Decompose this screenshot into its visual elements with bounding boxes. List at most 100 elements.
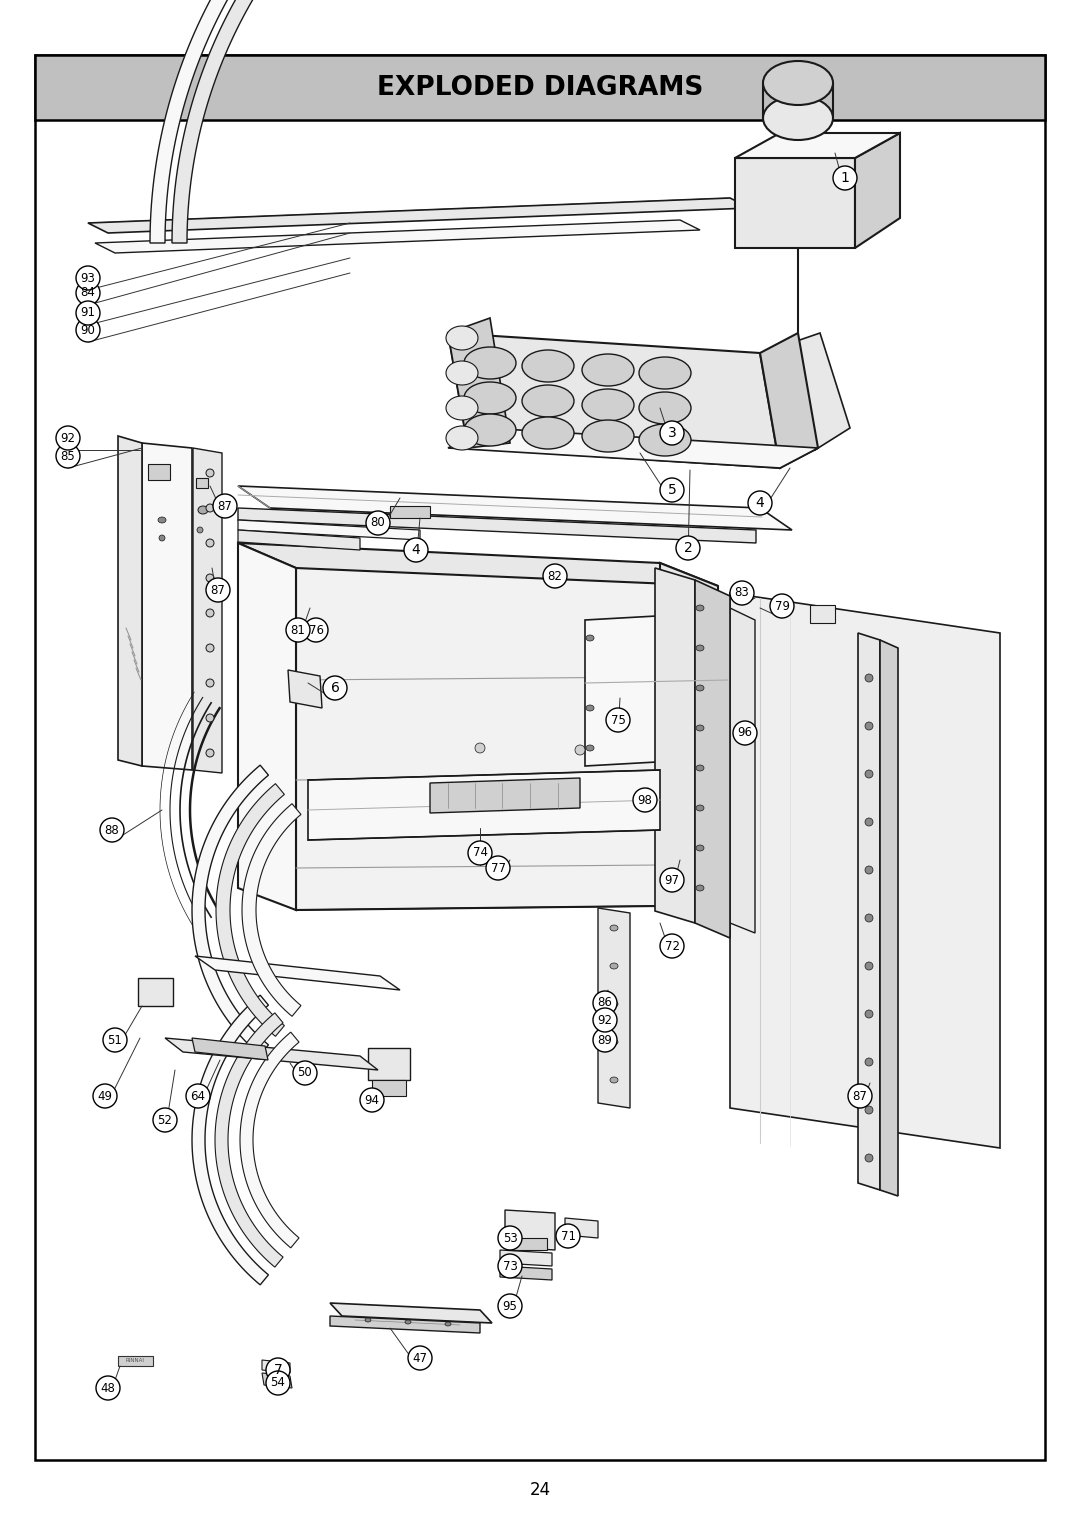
Text: 2: 2: [684, 541, 692, 555]
Ellipse shape: [762, 61, 833, 105]
Ellipse shape: [865, 817, 873, 827]
Circle shape: [76, 301, 100, 325]
Polygon shape: [296, 562, 660, 911]
Text: 83: 83: [734, 587, 750, 599]
Text: 75: 75: [610, 714, 625, 726]
Text: 96: 96: [738, 726, 753, 740]
Circle shape: [606, 707, 630, 732]
Text: 86: 86: [597, 996, 612, 1010]
Text: 51: 51: [108, 1033, 122, 1047]
Polygon shape: [762, 333, 850, 451]
Circle shape: [206, 578, 230, 602]
Polygon shape: [192, 766, 269, 1054]
Circle shape: [408, 1346, 432, 1371]
Ellipse shape: [865, 723, 873, 730]
Circle shape: [770, 594, 794, 617]
Ellipse shape: [159, 535, 165, 541]
Circle shape: [56, 445, 80, 468]
Text: 52: 52: [158, 1114, 173, 1126]
Text: 92: 92: [60, 431, 76, 445]
Polygon shape: [262, 1374, 292, 1387]
Polygon shape: [565, 1218, 598, 1238]
Ellipse shape: [475, 743, 485, 753]
Circle shape: [498, 1254, 522, 1277]
Polygon shape: [141, 443, 192, 770]
Ellipse shape: [206, 575, 214, 582]
Ellipse shape: [610, 963, 618, 969]
FancyBboxPatch shape: [35, 55, 1045, 121]
Circle shape: [303, 617, 328, 642]
Polygon shape: [95, 220, 700, 254]
Ellipse shape: [762, 96, 833, 141]
Circle shape: [660, 422, 684, 445]
Text: 3: 3: [667, 426, 676, 440]
Ellipse shape: [206, 469, 214, 477]
Polygon shape: [150, 0, 348, 243]
Polygon shape: [288, 669, 322, 707]
Polygon shape: [330, 1316, 480, 1332]
Ellipse shape: [865, 866, 873, 874]
Ellipse shape: [446, 426, 478, 451]
Ellipse shape: [865, 674, 873, 681]
Circle shape: [76, 318, 100, 342]
Circle shape: [56, 426, 80, 451]
Circle shape: [848, 1083, 872, 1108]
Text: 50: 50: [298, 1067, 312, 1079]
Polygon shape: [448, 428, 818, 468]
Polygon shape: [735, 157, 855, 248]
Ellipse shape: [446, 361, 478, 385]
Ellipse shape: [865, 770, 873, 778]
Ellipse shape: [522, 350, 573, 382]
Text: 49: 49: [97, 1089, 112, 1103]
Text: 94: 94: [365, 1094, 379, 1106]
Ellipse shape: [575, 746, 585, 755]
Ellipse shape: [865, 963, 873, 970]
Text: 72: 72: [664, 940, 679, 952]
Ellipse shape: [464, 414, 516, 446]
FancyBboxPatch shape: [118, 1355, 153, 1366]
Ellipse shape: [158, 516, 166, 523]
Polygon shape: [240, 1031, 299, 1248]
Text: 82: 82: [548, 570, 563, 582]
FancyBboxPatch shape: [195, 478, 208, 487]
Text: 79: 79: [774, 599, 789, 613]
Ellipse shape: [696, 766, 704, 772]
Ellipse shape: [610, 1001, 618, 1007]
Polygon shape: [585, 613, 728, 766]
Text: 1: 1: [840, 171, 850, 185]
Circle shape: [748, 490, 772, 515]
Ellipse shape: [582, 390, 634, 422]
Ellipse shape: [610, 924, 618, 931]
Polygon shape: [430, 778, 580, 813]
Circle shape: [498, 1294, 522, 1319]
Text: 6: 6: [330, 681, 339, 695]
Text: 95: 95: [502, 1299, 517, 1313]
Ellipse shape: [639, 358, 691, 390]
Circle shape: [733, 721, 757, 746]
Text: 87: 87: [852, 1089, 867, 1103]
Ellipse shape: [586, 636, 594, 642]
Circle shape: [543, 564, 567, 588]
Circle shape: [76, 266, 100, 290]
Text: 93: 93: [81, 272, 95, 284]
Ellipse shape: [582, 354, 634, 387]
Text: 89: 89: [597, 1033, 612, 1047]
Polygon shape: [192, 1038, 268, 1060]
Ellipse shape: [582, 420, 634, 452]
Circle shape: [323, 675, 347, 700]
Circle shape: [660, 934, 684, 958]
Ellipse shape: [206, 678, 214, 688]
Ellipse shape: [639, 423, 691, 455]
Ellipse shape: [696, 845, 704, 851]
Text: 24: 24: [529, 1481, 551, 1499]
Text: 90: 90: [81, 324, 95, 336]
Text: 48: 48: [100, 1381, 116, 1395]
Polygon shape: [660, 562, 718, 927]
Ellipse shape: [865, 1010, 873, 1018]
Circle shape: [186, 1083, 210, 1108]
FancyBboxPatch shape: [512, 1238, 546, 1250]
Circle shape: [556, 1224, 580, 1248]
Polygon shape: [238, 542, 296, 911]
Polygon shape: [193, 448, 222, 773]
Polygon shape: [760, 333, 818, 468]
